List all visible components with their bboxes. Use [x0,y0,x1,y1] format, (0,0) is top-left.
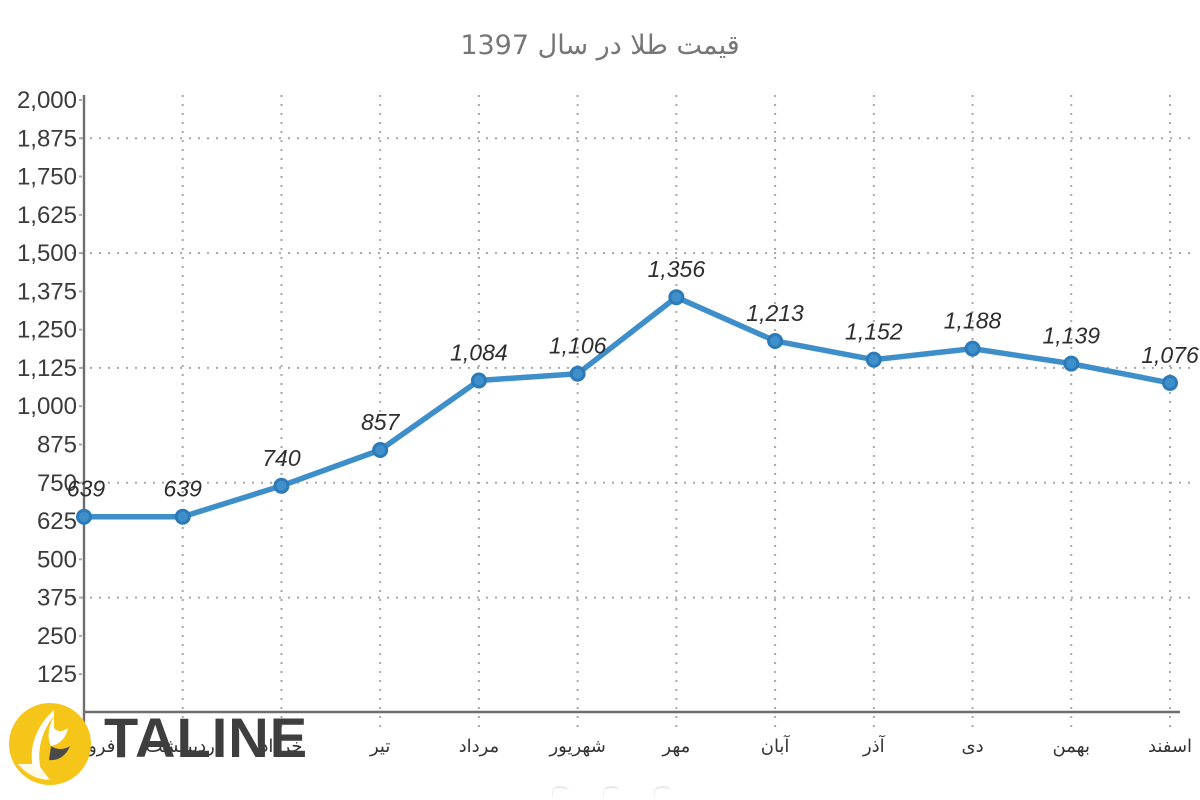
taline-logo-text: TALINE [104,706,309,769]
y-axis-label: 375 [37,585,77,612]
data-point [767,332,784,349]
month-label: بهمن [1053,736,1090,757]
data-point-label: 1,106 [549,333,607,359]
month-label: تیر [369,736,390,757]
data-point [865,351,882,368]
taline-logo-icon [9,703,91,785]
y-axis-label: 1,375 [17,278,77,305]
taline-watermark-logo: TALINE [8,702,348,794]
y-axis-label: 1,625 [17,202,77,229]
data-point-label: 857 [361,409,401,435]
data-point [1063,355,1080,372]
month-label: مرداد [459,736,500,757]
data-point [569,365,586,382]
data-point [372,441,389,458]
data-point [1162,374,1178,391]
data-point [174,508,191,525]
y-axis-label: 875 [37,431,77,458]
data-point [76,508,92,525]
data-point-label: 1,356 [648,256,706,282]
data-point-label: 639 [67,476,106,502]
data-point-label: 1,213 [746,300,804,326]
x-axis-labels: فروردیناردیبهشتخردادتیرمردادشهریورمهرآبا… [53,734,1192,757]
data-point-label: 1,076 [1141,342,1199,368]
y-axis-labels: 2,000 1,875 1,750 1,625 1,500 1,375 1,250 1,125… [17,87,77,688]
data-point-label: 1,152 [845,319,903,345]
data-labels: 639 639 740 857 1,084 1,106 1,356 1,213 1,152 1,1… [67,256,1199,502]
y-axis-label: 1,250 [17,317,77,344]
y-axis-label: 1,875 [17,125,77,152]
y-axis-label: 125 [37,661,77,688]
month-label: دی [961,736,983,757]
data-point [273,477,290,494]
y-axis-label: 750 [37,470,77,497]
cutoff-text-artifact [552,786,722,800]
data-point-label: 1,084 [450,339,508,365]
y-axis-label: 2,000 [17,87,77,114]
y-axis-label: 625 [37,508,77,535]
month-label: مهر [661,736,690,757]
data-line [81,294,1173,520]
data-point [668,289,685,306]
y-axis-ticks [79,99,82,676]
data-point-label: 639 [164,476,203,502]
y-axis-label: 1,500 [17,240,77,267]
y-axis-label: 1,750 [17,164,77,191]
month-label: شهریور [548,736,605,757]
month-label: آبان [761,734,791,757]
data-point-label: 1,139 [1042,323,1100,349]
y-axis-label: 1,000 [17,393,77,420]
vertical-gridlines [181,95,1171,733]
y-axis-label: 1,125 [17,355,77,382]
month-label: اردیبهشت [146,736,220,757]
month-label: آذر [862,734,886,757]
data-point [964,340,981,357]
data-markers [76,289,1178,525]
month-label: خرداد [260,736,302,757]
y-axis-label: 500 [37,546,77,573]
chart-title: قیمت طلا در سال 1397 [460,30,740,61]
data-point [470,372,487,389]
data-point-label: 740 [262,445,301,471]
data-point-label: 1,188 [944,308,1002,334]
month-label: اسفند [1148,736,1192,757]
y-axis-label: 250 [37,623,77,650]
horizontal-gridlines [72,137,1195,599]
